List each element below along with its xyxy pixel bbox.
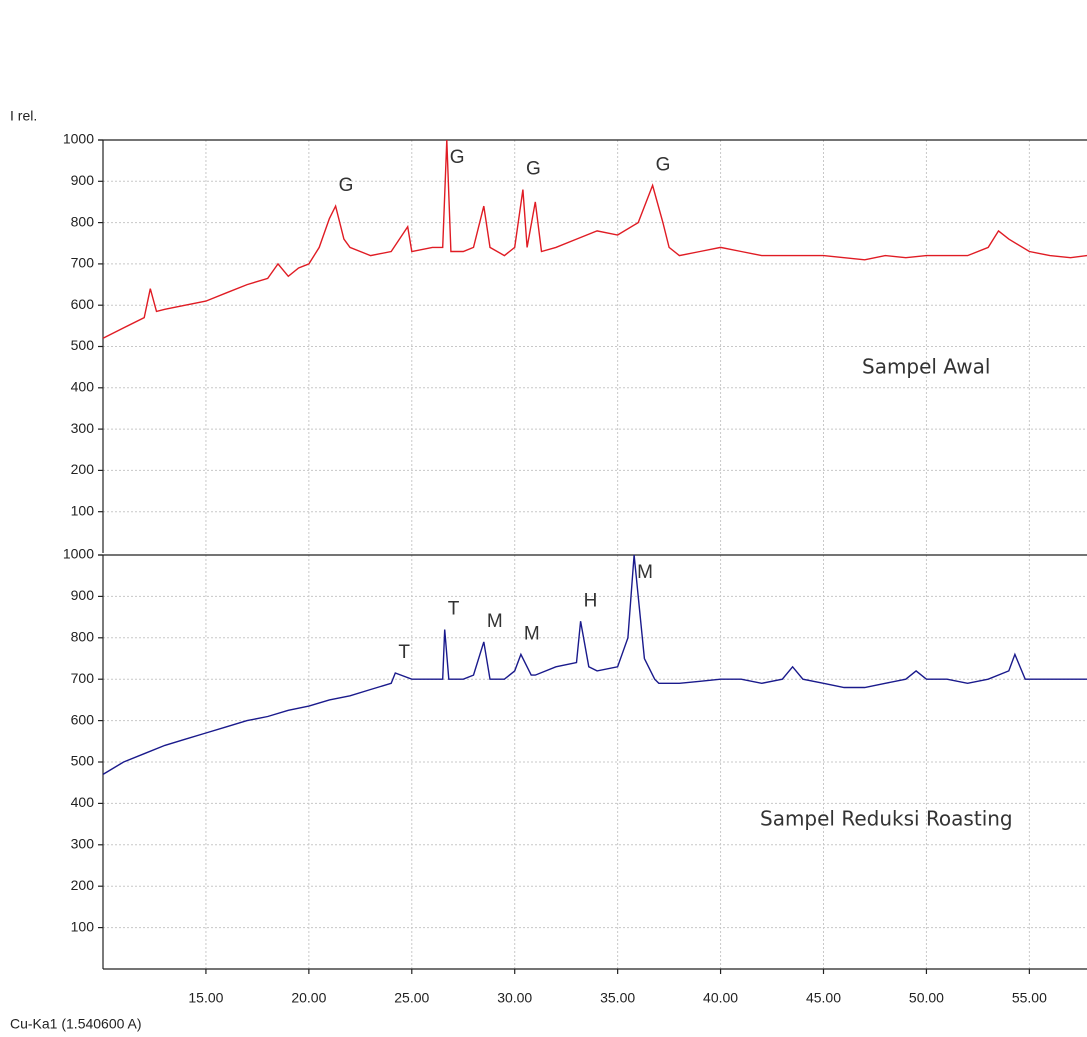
x-tick-label: 35.00: [600, 990, 635, 1006]
y-tick-label: 100: [71, 502, 95, 518]
peak-label: G: [450, 147, 465, 168]
y-tick-label: 700: [71, 255, 95, 271]
y-tick-label: 100: [71, 918, 95, 934]
chart: 100 200 300 400 500 600 700 800 900 1000 I rel. Sam…: [0, 0, 1087, 1037]
x-axis-label: Cu-Ka1 (1.540600 A): [10, 1016, 142, 1032]
y-tick-label: 200: [71, 877, 95, 893]
x-tick-label: 45.00: [806, 990, 841, 1006]
y-tick-label: 400: [71, 794, 95, 810]
series-line: [103, 555, 1087, 774]
y-tick-label: 500: [71, 337, 95, 353]
y-tick-label: 1000: [63, 131, 94, 147]
y-tick-label: 900: [71, 587, 95, 603]
y-tick-label: 800: [71, 629, 95, 645]
peak-label: G: [656, 154, 671, 175]
y-tick-label: 300: [71, 836, 95, 852]
series-label: Sampel Reduksi Roasting: [760, 807, 1013, 831]
peak-label: M: [487, 611, 503, 632]
peak-label: G: [339, 175, 354, 196]
x-tick-label: 50.00: [909, 990, 944, 1006]
y-tick-label: 1000: [63, 546, 94, 562]
y-tick-label: 600: [71, 296, 95, 312]
y-tick-label: 400: [71, 379, 95, 395]
x-tick-label: 30.00: [497, 990, 532, 1006]
x-tick-label: 20.00: [291, 990, 326, 1006]
x-tick-label: 40.00: [703, 990, 738, 1006]
y-tick-label: 200: [71, 461, 95, 477]
peak-label: T: [448, 599, 460, 620]
peak-label: M: [637, 562, 653, 583]
peak-label: H: [584, 590, 598, 611]
peak-label: M: [524, 623, 540, 644]
x-tick-label: 55.00: [1012, 990, 1047, 1006]
x-tick-label: 15.00: [188, 990, 223, 1006]
series-label: Sampel Awal: [862, 355, 990, 379]
y-tick-label: 800: [71, 213, 95, 229]
x-tick-label: 25.00: [394, 990, 429, 1006]
y-tick-label: 500: [71, 753, 95, 769]
peak-label: T: [398, 642, 410, 663]
y-tick-label: 600: [71, 711, 95, 727]
y-axis-label: I rel.: [10, 108, 37, 124]
y-tick-label: 300: [71, 420, 95, 436]
series-line: [103, 140, 1087, 338]
y-tick-label: 900: [71, 172, 95, 188]
y-tick-label: 700: [71, 670, 95, 686]
peak-label: G: [526, 159, 541, 180]
